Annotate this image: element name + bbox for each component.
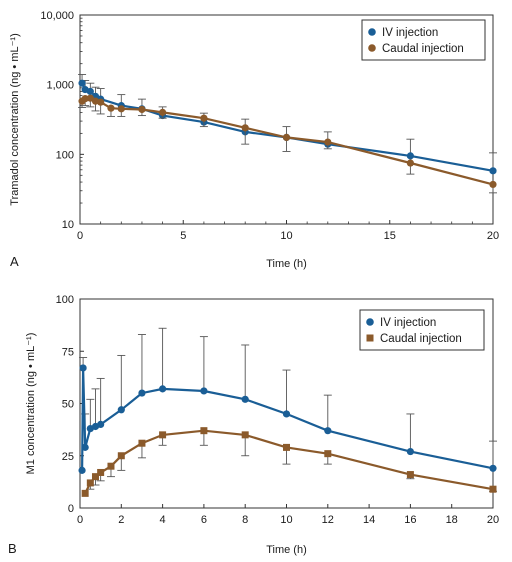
data-point — [107, 104, 115, 112]
data-point — [138, 389, 146, 397]
data-point — [117, 406, 125, 414]
y-axis-title: M1 concentration (ng • mL⁻¹) — [25, 333, 37, 475]
x-tick-label: 8 — [242, 514, 248, 526]
data-point — [282, 133, 291, 142]
y-tick-label: 100 — [56, 294, 74, 306]
data-point — [241, 124, 249, 132]
x-tick-label: 0 — [77, 230, 83, 242]
x-tick-label: 2 — [118, 514, 124, 526]
x-tick-label: 16 — [404, 514, 416, 526]
data-point — [489, 167, 497, 175]
x-tick-label: 6 — [201, 514, 207, 526]
legend-box — [359, 309, 485, 351]
y-tick-label: 100 — [56, 149, 74, 161]
data-point — [241, 395, 249, 403]
data-point — [107, 462, 115, 470]
data-point — [200, 427, 208, 435]
data-point — [97, 420, 105, 428]
series-line — [81, 367, 494, 471]
data-point — [489, 180, 497, 189]
data-point — [78, 466, 86, 474]
y-axis-title: Tramadol concentration (ng • mL⁻¹) — [9, 33, 21, 205]
data-point — [78, 79, 86, 87]
legend-label: IV injection — [380, 317, 436, 329]
data-point — [138, 105, 146, 114]
data-point — [489, 464, 497, 472]
data-point — [81, 443, 89, 451]
legend-marker — [368, 44, 376, 52]
data-point — [283, 443, 290, 451]
data-point — [81, 489, 89, 497]
data-point — [97, 468, 105, 476]
data-point — [79, 364, 87, 372]
x-tick-label: 20 — [487, 514, 499, 526]
x-tick-label: 14 — [363, 514, 375, 526]
data-point — [406, 159, 414, 167]
legend-label: IV injection — [382, 27, 438, 39]
legend-box — [361, 19, 486, 61]
x-tick-label: 10 — [280, 230, 292, 242]
data-point — [97, 98, 105, 106]
x-tick-label: 15 — [384, 230, 396, 242]
data-point — [117, 452, 125, 460]
data-point — [489, 485, 497, 493]
y-tick-label: 75 — [62, 346, 74, 358]
panel-label: A — [10, 254, 19, 269]
legend-marker — [368, 28, 376, 36]
x-tick-label: 10 — [280, 514, 292, 526]
data-point — [159, 108, 167, 116]
y-tick-label: 25 — [62, 451, 74, 463]
legend-marker — [366, 334, 374, 342]
data-point — [406, 152, 414, 160]
data-point — [138, 439, 146, 447]
x-tick-label: 18 — [446, 514, 458, 526]
x-tick-label: 20 — [487, 230, 499, 242]
x-axis-title: Time (h) — [266, 258, 307, 270]
x-tick-label: 0 — [77, 514, 83, 526]
data-point — [117, 105, 125, 113]
data-point — [91, 473, 99, 481]
data-point — [282, 410, 291, 418]
legend-marker — [366, 318, 374, 326]
data-point — [324, 450, 332, 458]
x-tick-label: 5 — [180, 230, 186, 242]
data-point — [86, 87, 94, 96]
data-point — [200, 114, 208, 122]
data-point — [324, 138, 332, 146]
data-point — [81, 95, 89, 103]
data-point — [324, 427, 332, 435]
x-axis-title: Time (h) — [266, 544, 307, 556]
y-tick-label: 1,000 — [46, 80, 74, 92]
legend-label: Caudal injection — [382, 43, 464, 55]
data-point — [200, 387, 208, 395]
series-line — [84, 429, 494, 494]
y-tick-label: 10 — [62, 219, 74, 231]
data-point — [406, 471, 414, 479]
y-tick-label: 0 — [68, 503, 74, 515]
data-point — [159, 385, 167, 393]
legend-label: Caudal injection — [380, 333, 462, 345]
panel-label: B — [8, 541, 17, 556]
data-point — [159, 431, 167, 439]
data-point — [241, 431, 249, 439]
x-tick-label: 4 — [160, 514, 166, 526]
y-tick-label: 50 — [62, 399, 74, 411]
y-tick-label: 10,000 — [40, 10, 74, 22]
data-point — [86, 479, 94, 487]
data-point — [406, 447, 414, 456]
x-tick-label: 12 — [322, 514, 334, 526]
